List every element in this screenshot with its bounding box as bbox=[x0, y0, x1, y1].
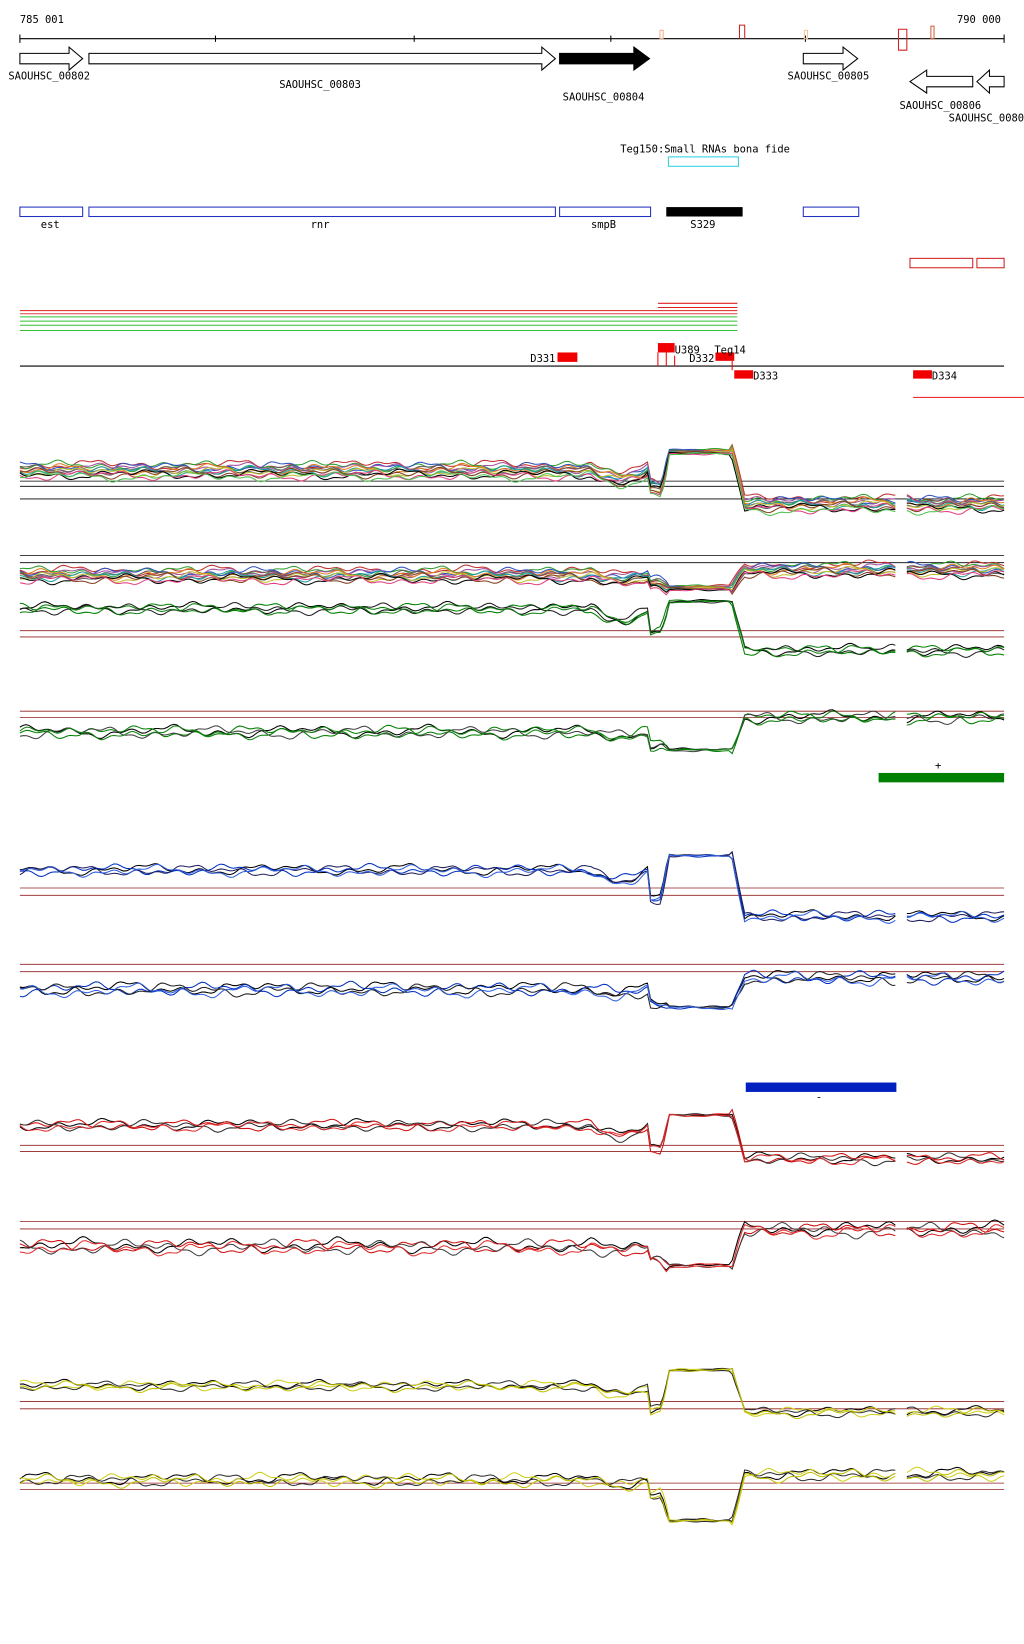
expression-line bbox=[19, 1367, 1005, 1418]
ruler-start: 785 001 bbox=[20, 14, 64, 26]
expression-line bbox=[19, 565, 1005, 594]
annotation-label: S329 bbox=[690, 219, 715, 231]
red-boxes bbox=[909, 257, 1005, 269]
expression-line bbox=[19, 1369, 1005, 1419]
expression-line bbox=[19, 710, 1005, 753]
expression-line bbox=[19, 1222, 1005, 1271]
feature-label: D332 bbox=[689, 353, 714, 365]
expression-line bbox=[19, 451, 1005, 514]
feature-ticks bbox=[657, 352, 733, 371]
minus-label: - bbox=[816, 1091, 822, 1103]
annotation-label: est bbox=[41, 219, 60, 231]
expression-line bbox=[19, 1466, 1005, 1523]
feature-label: D333 bbox=[753, 371, 778, 383]
expression-line bbox=[19, 1367, 1005, 1420]
feature-label: D334 bbox=[932, 371, 957, 383]
srna-label: Teg150:Small RNAs bona fide bbox=[620, 144, 790, 156]
expression-line bbox=[19, 450, 1005, 514]
annotation-boxes bbox=[19, 206, 860, 218]
expression-line bbox=[19, 567, 1005, 596]
expression-line bbox=[19, 569, 1005, 596]
gene-arrows bbox=[19, 45, 1005, 95]
expression-line bbox=[19, 1223, 1005, 1273]
expression-line bbox=[19, 1219, 1005, 1271]
expression-line bbox=[19, 1468, 1005, 1523]
annotation-box bbox=[666, 207, 743, 217]
expression-line bbox=[19, 970, 1005, 1009]
plus-label: + bbox=[935, 760, 941, 772]
srna-box bbox=[667, 156, 739, 167]
expression-line bbox=[19, 452, 1005, 517]
expression-line bbox=[19, 851, 1005, 923]
gene-label: SAOUHSC_00807 bbox=[949, 112, 1024, 124]
minus-bar bbox=[745, 1082, 897, 1092]
feature-label: Teg14 bbox=[714, 345, 745, 357]
expression-line bbox=[19, 850, 1005, 923]
expression-line bbox=[19, 598, 1005, 657]
annotation-label: smpB bbox=[591, 219, 616, 231]
expression-line bbox=[19, 1108, 1005, 1165]
expression-line bbox=[19, 1113, 1005, 1166]
gene-label: SAOUHSC_00806 bbox=[899, 100, 981, 112]
expression-line bbox=[19, 971, 1005, 1010]
feature-label: D331 bbox=[530, 353, 555, 365]
gene-label: SAOUHSC_00803 bbox=[279, 79, 361, 91]
gene-label: SAOUHSC_00804 bbox=[563, 91, 645, 103]
feature-boxes bbox=[557, 343, 932, 379]
ruler-end: 790 000 bbox=[957, 14, 1001, 26]
expression-line bbox=[19, 710, 1005, 752]
annotation-label: rnr bbox=[311, 219, 330, 231]
ruler-marks bbox=[659, 24, 935, 51]
gene-label: SAOUHSC_00805 bbox=[788, 70, 870, 82]
expression-line bbox=[19, 449, 1005, 510]
expression-line bbox=[19, 1113, 1005, 1165]
gene-label: SAOUHSC_00802 bbox=[8, 70, 90, 82]
expression-line bbox=[19, 1468, 1005, 1524]
plus-bar bbox=[878, 772, 1005, 783]
expression-tracks bbox=[19, 443, 1005, 1526]
expression-line bbox=[19, 854, 1005, 924]
expression-line bbox=[19, 1466, 1005, 1526]
expression-line bbox=[19, 969, 1005, 1010]
expression-line bbox=[19, 600, 1005, 658]
expression-line bbox=[19, 1368, 1005, 1418]
feature-label: U389 bbox=[675, 345, 700, 357]
read-lines bbox=[19, 302, 738, 332]
